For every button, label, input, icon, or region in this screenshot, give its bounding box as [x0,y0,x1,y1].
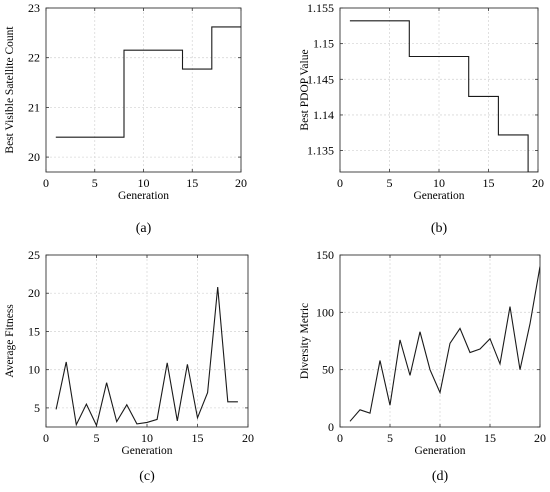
x-axis-label: Generation [118,190,169,202]
series-line [349,266,540,422]
y-axis-label: Average Fitness [4,304,16,378]
y-axis-label: Best PDOP Value [299,49,311,130]
x-axis-label: Generation [121,445,172,457]
x-axis-label: Generation [413,190,464,202]
x-tick-label: 20 [235,176,247,190]
y-tick-label: 1.14 [313,108,334,122]
chart-panel-3: 0 5 10 15 20 5 10 15 20 25 Generation Average Fitne… [4,248,254,484]
series-line [349,20,538,172]
x-tick-label: 5 [92,176,98,190]
y-tick-label: 22 [28,51,40,65]
x-tick-label: 10 [138,176,150,190]
y-tick-label: 25 [28,248,40,262]
x-tick-label: 0 [43,431,49,445]
y-tick-label: 100 [316,305,334,319]
x-tick-label: 0 [43,176,49,190]
y-tick-label: 0 [328,420,334,434]
y-tick-label: 15 [28,324,40,338]
y-tick-label: 1.15 [313,37,334,51]
x-tick-label: 15 [484,431,496,445]
y-axis-label: Best Visible Satellite Count [4,26,16,154]
y-tick-label: 20 [28,286,40,300]
y-tick-label: 50 [322,363,334,377]
x-tick-label: 5 [387,176,393,190]
x-tick-label: 0 [337,176,343,190]
x-tick-label: 15 [192,431,204,445]
x-tick-label: 0 [337,431,343,445]
x-axis-label: Generation [414,445,465,457]
x-tick-label: 10 [141,431,153,445]
y-tick-label: 20 [28,150,40,164]
y-tick-label: 5 [34,401,40,415]
chart-panel-2: 0 5 10 15 20 1.135 1.14 1.145 1.15 1.155 Generatio… [299,1,544,236]
x-tick-label: 20 [242,431,254,445]
panel-caption: (d) [432,469,449,484]
y-tick-label: 150 [316,248,334,262]
x-tick-label: 10 [433,176,445,190]
x-tick-label: 15 [186,176,198,190]
x-tick-label: 20 [534,431,546,445]
y-tick-label: 1.135 [307,144,334,158]
chart-panel-4: 0 5 10 15 20 0 50 100 150 Generation Diversity Met… [299,248,546,484]
x-tick-label: 20 [532,176,544,190]
panel-caption: (a) [136,221,152,236]
y-tick-label: 10 [28,363,40,377]
chart-panel-1: 0 5 10 15 20 20 21 22 23 Generation Best Visible S… [4,1,247,236]
y-tick-label: 23 [28,1,40,15]
x-tick-label: 5 [94,431,100,445]
panel-caption: (b) [431,221,448,236]
panel-caption: (c) [139,469,155,484]
series-line [55,26,241,138]
x-tick-label: 10 [434,431,446,445]
y-tick-label: 1.145 [307,72,334,86]
y-tick-label: 21 [28,100,40,114]
x-tick-label: 15 [483,176,495,190]
y-tick-label: 1.155 [307,1,334,15]
y-axis-label: Diversity Metric [299,303,311,379]
series-line [55,287,238,427]
x-tick-label: 5 [387,431,393,445]
